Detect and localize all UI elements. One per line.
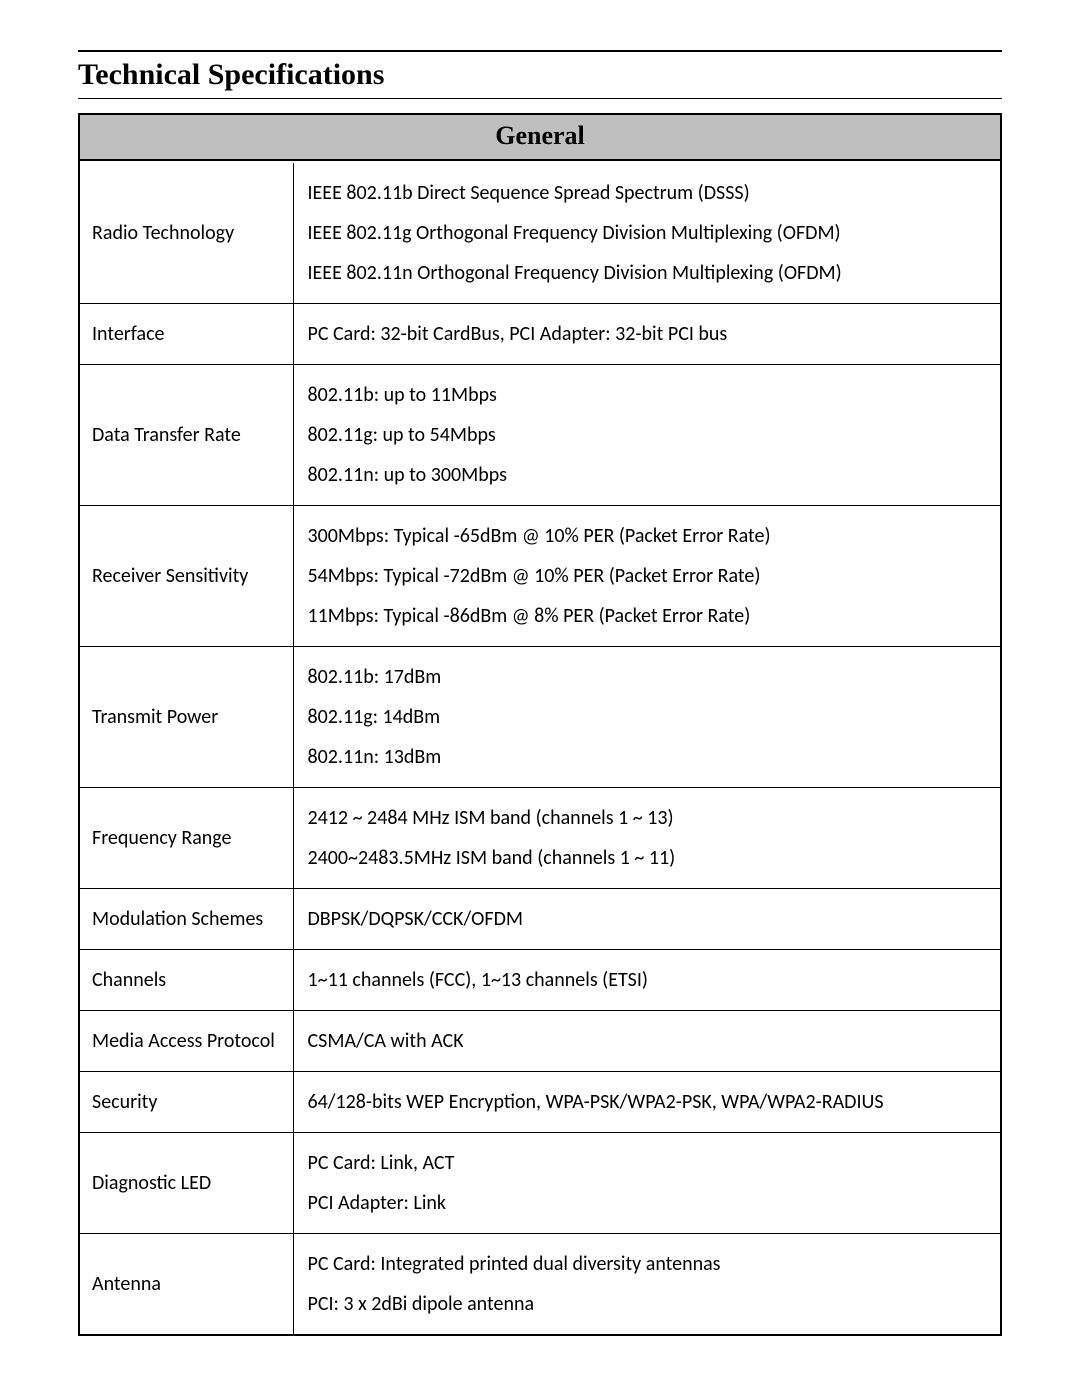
spec-value-line: 2412 ~ 2484 MHz ISM band (channels 1 ~ 1…	[308, 798, 991, 838]
page-title: Technical Specifications	[78, 58, 1002, 92]
spec-label: Interface	[79, 304, 293, 365]
spec-label: Channels	[79, 950, 293, 1011]
top-rule	[78, 50, 1002, 52]
spec-value-cell: 1~11 channels (FCC), 1~13 channels (ETSI…	[293, 950, 1001, 1011]
table-row: Modulation Schemes DBPSK/DQPSK/CCK/OFDM	[79, 889, 1001, 950]
spec-value-line: 802.11g: 14dBm	[308, 697, 991, 737]
spec-page: Technical Specifications General Radio T…	[0, 0, 1080, 1336]
table-row: Transmit Power802.11b: 17dBm802.11g: 14d…	[79, 647, 1001, 788]
spec-value-line: IEEE 802.11b Direct Sequence Spread Spec…	[308, 173, 991, 213]
spec-value-line: PC Card: Link, ACT	[308, 1143, 991, 1183]
spec-label: Transmit Power	[79, 647, 293, 788]
spec-value-line: IEEE 802.11n Orthogonal Frequency Divisi…	[308, 253, 991, 293]
spec-value-cell: DBPSK/DQPSK/CCK/OFDM	[293, 889, 1001, 950]
table-row: Antenna PC Card: Integrated printed dual …	[79, 1234, 1001, 1336]
spec-value-line: 11Mbps: Typical -86dBm @ 8% PER (Packet …	[308, 596, 991, 636]
spec-value-cell: 300Mbps: Typical -65dBm @ 10% PER (Packe…	[293, 506, 1001, 647]
spec-value-line: 802.11b: up to 11Mbps	[308, 375, 991, 415]
spec-value-line: PC Card: Integrated printed dual diversi…	[308, 1244, 991, 1284]
spec-value-cell: PC Card: Link, ACTPCI Adapter: Link	[293, 1133, 1001, 1234]
spec-value-line: 1~11 channels (FCC), 1~13 channels (ETSI…	[308, 960, 991, 1000]
spec-value-line: PC Card: 32-bit CardBus, PCI Adapter: 32…	[308, 314, 991, 354]
spec-value-cell: 2412 ~ 2484 MHz ISM band (channels 1 ~ 1…	[293, 788, 1001, 889]
spec-label: Frequency Range	[79, 788, 293, 889]
table-row: Media Access Protocol CSMA/CA with ACK	[79, 1011, 1001, 1072]
spec-label: Antenna	[79, 1234, 293, 1336]
spec-value-cell: 64/128-bits WEP Encryption, WPA-PSK/WPA2…	[293, 1072, 1001, 1133]
spec-value-line: PCI Adapter: Link	[308, 1183, 991, 1223]
spec-value-line: 802.11b: 17dBm	[308, 657, 991, 697]
spec-value-line: 802.11g: up to 54Mbps	[308, 415, 991, 455]
spec-value-cell: 802.11b: 17dBm802.11g: 14dBm802.11n: 13d…	[293, 647, 1001, 788]
table-row: Security 64/128-bits WEP Encryption, WPA-…	[79, 1072, 1001, 1133]
spec-value-line: 802.11n: up to 300Mbps	[308, 455, 991, 495]
spec-table-body: Radio Technology IEEE 802.11b Direct Sequ…	[79, 163, 1001, 1335]
spec-value-cell: IEEE 802.11b Direct Sequence Spread Spec…	[293, 163, 1001, 304]
spec-value-line: 802.11n: 13dBm	[308, 737, 991, 777]
spec-label: Receiver Sensitivity	[79, 506, 293, 647]
table-row: Receiver Sensitivity 300Mbps: Typical -65…	[79, 506, 1001, 647]
spec-value-line: 54Mbps: Typical -72dBm @ 10% PER (Packet…	[308, 556, 991, 596]
spec-label: Media Access Protocol	[79, 1011, 293, 1072]
spec-value-line: 300Mbps: Typical -65dBm @ 10% PER (Packe…	[308, 516, 991, 556]
spec-value-line: 2400~2483.5MHz ISM band (channels 1 ~ 11…	[308, 838, 991, 878]
spec-value-line: CSMA/CA with ACK	[308, 1021, 991, 1061]
spec-label: Data Transfer Rate	[79, 365, 293, 506]
spec-value-cell: PC Card: 32-bit CardBus, PCI Adapter: 32…	[293, 304, 1001, 365]
table-row: Data Transfer Rate802.11b: up to 11Mbps8…	[79, 365, 1001, 506]
spec-value-line: DBPSK/DQPSK/CCK/OFDM	[308, 899, 991, 939]
spec-value-line: PCI: 3 x 2dBi dipole antenna	[308, 1284, 991, 1324]
spec-label: Modulation Schemes	[79, 889, 293, 950]
spec-value-cell: CSMA/CA with ACK	[293, 1011, 1001, 1072]
spec-value-cell: 802.11b: up to 11Mbps802.11g: up to 54Mb…	[293, 365, 1001, 506]
spec-label: Diagnostic LED	[79, 1133, 293, 1234]
section-header: General	[79, 114, 1001, 160]
spec-value-line: 64/128-bits WEP Encryption, WPA-PSK/WPA2…	[308, 1082, 991, 1122]
spec-value-line: IEEE 802.11g Orthogonal Frequency Divisi…	[308, 213, 991, 253]
spec-label: Security	[79, 1072, 293, 1133]
spec-label: Radio Technology	[79, 163, 293, 304]
table-row: Channels 1~11 channels (FCC), 1~13 channe…	[79, 950, 1001, 1011]
spec-value-cell: PC Card: Integrated printed dual diversi…	[293, 1234, 1001, 1336]
title-underline	[78, 98, 1002, 99]
table-row: Frequency Range 2412 ~ 2484 MHz ISM band …	[79, 788, 1001, 889]
table-row: Radio Technology IEEE 802.11b Direct Sequ…	[79, 163, 1001, 304]
table-row: Diagnostic LEDPC Card: Link, ACTPCI Adap…	[79, 1133, 1001, 1234]
spec-table: General Radio Technology IEEE 802.11b Dir…	[78, 113, 1002, 1336]
table-row: Interface PC Card: 32-bit CardBus, PCI Ad…	[79, 304, 1001, 365]
